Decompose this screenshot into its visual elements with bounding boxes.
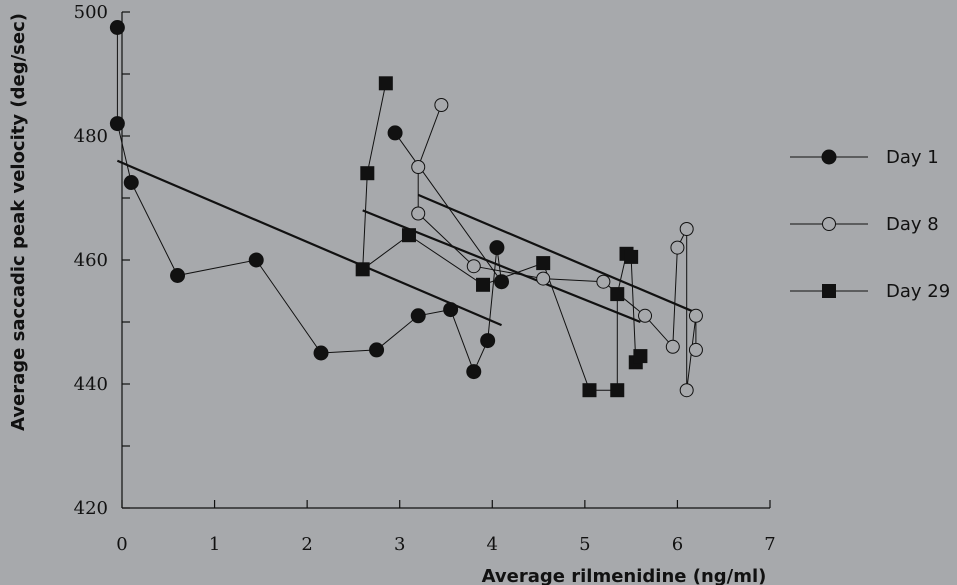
- day-1-point: [109, 116, 125, 132]
- data-markers: [109, 20, 703, 398]
- day-29-point: [633, 349, 648, 364]
- legend-marker-day-29: [822, 284, 836, 298]
- day-1-point: [489, 240, 505, 256]
- day-1-point: [313, 345, 329, 361]
- legend-label-day-1: Day 1: [886, 147, 939, 168]
- axes: [121, 11, 771, 509]
- legend-label-day-8: Day 8: [886, 214, 939, 235]
- day-8-point: [411, 206, 426, 221]
- day-8-point: [596, 274, 611, 289]
- day-29-trend-line: [362, 209, 641, 324]
- day-29-point: [624, 249, 639, 264]
- day-29-point: [582, 383, 597, 398]
- day-1-point: [248, 252, 264, 268]
- x-axis-title: Average rilmenidine (ng/ml): [482, 566, 767, 585]
- day-8-point: [411, 160, 426, 174]
- y-tick-label: 500: [74, 2, 108, 23]
- x-tick-label: 3: [394, 534, 405, 555]
- day-8-trend-line: [417, 193, 697, 314]
- day-8-point: [670, 240, 685, 255]
- day-1-point: [410, 308, 426, 324]
- day-29-point: [610, 287, 625, 302]
- day-29-point: [536, 256, 551, 271]
- day-1-point: [369, 342, 385, 358]
- x-tick-label: 6: [672, 534, 683, 555]
- x-tick-label: 1: [209, 534, 220, 555]
- day-8-point: [679, 383, 694, 398]
- x-tick-label: 7: [764, 534, 775, 555]
- day-8-point: [665, 339, 680, 354]
- legend-marker-day-8: [822, 217, 836, 231]
- x-tick-label: 0: [116, 534, 127, 555]
- day-29-point: [401, 228, 416, 243]
- y-tick-label: 480: [74, 126, 108, 147]
- legend-label-day-29: Day 29: [886, 281, 950, 302]
- day-8-point: [536, 271, 551, 286]
- tick-labels: 420 440 460 480 500 0 1 2 3 4 5 6 7: [74, 2, 776, 555]
- x-tick-label: 4: [487, 534, 498, 555]
- day-1-point: [480, 333, 496, 349]
- day-29-point: [355, 262, 370, 277]
- day-29-point: [378, 76, 393, 91]
- trend-lines: [116, 159, 697, 327]
- day-8-connector: [417, 104, 697, 391]
- day-1-trend-line: [116, 159, 502, 327]
- day-29-point: [360, 166, 375, 181]
- day-29-point: [476, 277, 491, 292]
- day-1-connector: [116, 27, 502, 373]
- day-1-point: [170, 268, 186, 283]
- day-8-point: [688, 342, 703, 357]
- series-connectors: [116, 27, 697, 391]
- day-8-point: [434, 98, 449, 112]
- day-1-point: [466, 364, 482, 380]
- day-1-point: [123, 175, 139, 190]
- day-1-point: [387, 125, 403, 141]
- day-8-point: [638, 308, 653, 323]
- day-8-point: [679, 222, 694, 236]
- y-tick-label: 440: [74, 374, 108, 395]
- day-1-point: [443, 302, 459, 318]
- x-tick-label: 5: [579, 534, 590, 555]
- y-tick-label: 460: [74, 250, 108, 271]
- x-tick-label: 2: [301, 534, 312, 555]
- day-8-point: [466, 259, 481, 274]
- y-axis-title: Average saccadic peak velocity (deg/sec): [8, 13, 29, 431]
- legend: Day 1 Day 8 Day 29: [790, 147, 950, 302]
- day-8-point: [688, 308, 703, 323]
- day-29-point: [610, 383, 625, 398]
- legend-marker-day-1: [821, 149, 837, 165]
- day-1-point: [109, 20, 125, 35]
- day-1-point: [494, 274, 510, 290]
- y-tick-label: 420: [74, 498, 108, 519]
